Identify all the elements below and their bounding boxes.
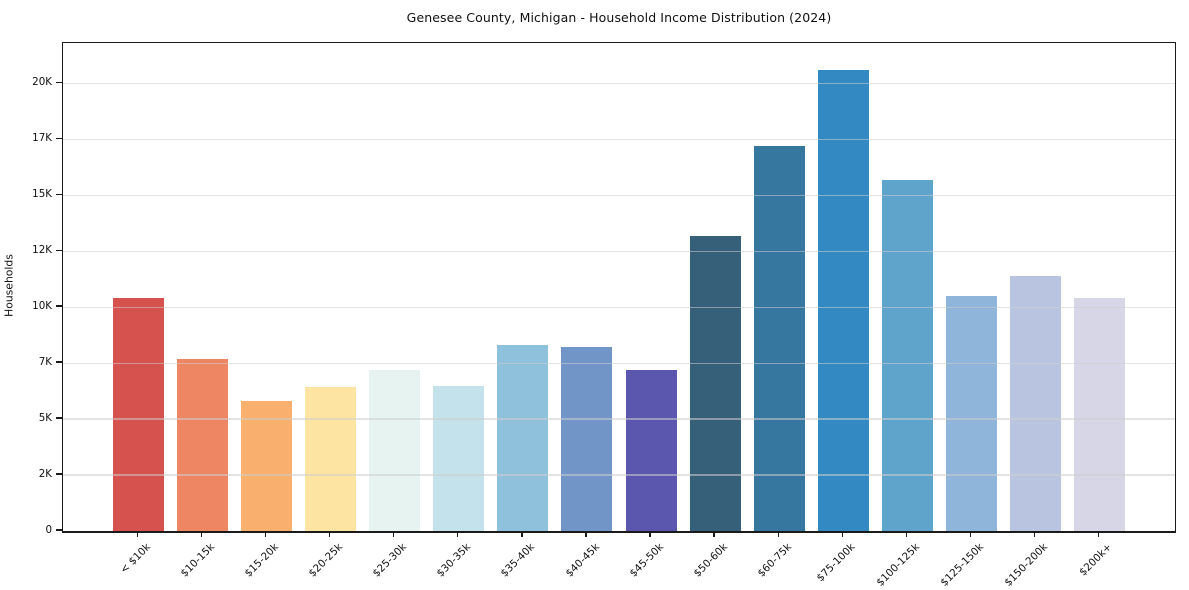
gridline-5K — [63, 418, 1175, 420]
y-tick-label-15K: 15K — [32, 188, 52, 201]
y-tick-mark-17K — [55, 137, 62, 139]
y-tick-mark-12K — [55, 249, 62, 251]
x-tick-mark-< $10k — [136, 532, 139, 538]
y-tick-mark-7K — [55, 361, 62, 363]
x-tick-label-$35-40k: $35-40k — [498, 541, 538, 580]
x-tick-mark-$30-35k — [457, 532, 459, 538]
y-tick-mark-20K — [55, 81, 62, 83]
x-tick-mark-$25-30k — [393, 532, 395, 538]
bar-$25-30k — [369, 369, 421, 531]
bar-$45-50k — [625, 369, 677, 531]
bar-$10-15k — [177, 358, 229, 531]
gridline-17K — [63, 138, 1175, 140]
y-tick-mark-2K — [55, 473, 62, 475]
x-tick-mark-$125-150k — [969, 532, 972, 538]
x-tick-mark-$45-50k — [649, 532, 651, 538]
x-tick-mark-$35-40k — [521, 532, 523, 538]
x-tick-label-$100-125k: $100-125k — [874, 541, 922, 589]
y-tick-label-10K: 10K — [32, 300, 52, 313]
x-tick-mark-$20-25k — [329, 532, 331, 538]
x-tick-label-$60-75k: $60-75k — [755, 541, 794, 580]
bar-$35-40k — [497, 345, 549, 531]
x-tick-label-< $10k: < $10k — [117, 541, 153, 577]
bar-$200k+ — [1074, 298, 1125, 531]
x-tick-label-$75-100k: $75-100k — [814, 541, 858, 585]
x-tick-label-$45-50k: $45-50k — [626, 541, 666, 580]
x-tick-mark-$75-100k — [841, 532, 843, 538]
x-tick-label-$15-20k: $15-20k — [242, 541, 282, 580]
y-tick-mark-5K — [55, 417, 62, 419]
x-tick-mark-$10-15k — [200, 532, 203, 538]
bar-$20-25k — [305, 386, 357, 531]
y-tick-label-0: 0 — [45, 524, 52, 536]
bar-$150-200k — [1009, 275, 1061, 531]
x-tick-label-$25-30k: $25-30k — [370, 541, 410, 580]
x-tick-mark-$40-45k — [585, 532, 587, 538]
gridline-10K — [63, 306, 1175, 308]
y-tick-label-5K: 5K — [38, 412, 52, 425]
x-tick-label-$10-15k: $10-15k — [178, 541, 218, 580]
y-tick-label-2K: 2K — [38, 468, 52, 480]
x-tick-mark-$100-125k — [905, 532, 907, 538]
y-tick-mark-0 — [55, 529, 62, 531]
plot-area — [62, 42, 1176, 533]
bar-$40-45k — [561, 347, 613, 531]
y-tick-label-7K: 7K — [38, 356, 52, 369]
x-tick-label-$20-25k: $20-25k — [306, 541, 346, 580]
gridline-2K — [63, 474, 1175, 476]
bar-$75-100k — [817, 69, 869, 531]
x-tick-mark-$50-60k — [713, 532, 715, 538]
bar-$125-150k — [945, 296, 997, 531]
y-axis-title: Households — [2, 254, 16, 317]
x-tick-label-$125-150k: $125-150k — [938, 541, 986, 589]
x-tick-label-$150-200k: $150-200k — [1002, 541, 1050, 589]
y-tick-mark-10K — [55, 305, 62, 307]
y-tick-label-17K: 17K — [32, 132, 52, 145]
x-tick-label-$30-35k: $30-35k — [434, 541, 474, 580]
x-tick-label-$40-45k: $40-45k — [562, 541, 602, 580]
x-tick-mark-$150-200k — [1033, 532, 1036, 538]
x-tick-label-$50-60k: $50-60k — [691, 541, 730, 580]
x-tick-label-$200k+: $200k+ — [1076, 541, 1114, 579]
x-tick-mark-$200k+ — [1097, 532, 1100, 538]
bar-< $10k — [113, 298, 164, 531]
bar-$60-75k — [753, 146, 805, 531]
gridline-7K — [63, 362, 1175, 364]
chart-title: Genesee County, Michigan - Household Inc… — [406, 10, 832, 25]
y-tick-label-20K: 20K — [32, 76, 52, 89]
bar-$30-35k — [433, 385, 485, 531]
gridline-12K — [63, 250, 1175, 252]
gridline-20K — [63, 82, 1175, 84]
x-tick-mark-$60-75k — [777, 532, 779, 538]
y-tick-mark-15K — [55, 193, 62, 195]
y-tick-label-12K: 12K — [32, 244, 52, 257]
bar-$50-60k — [689, 235, 741, 531]
x-tick-mark-$15-20k — [264, 532, 267, 538]
bar-$15-20k — [241, 401, 293, 531]
bar-$100-125k — [881, 179, 933, 531]
gridline-15K — [63, 194, 1175, 196]
